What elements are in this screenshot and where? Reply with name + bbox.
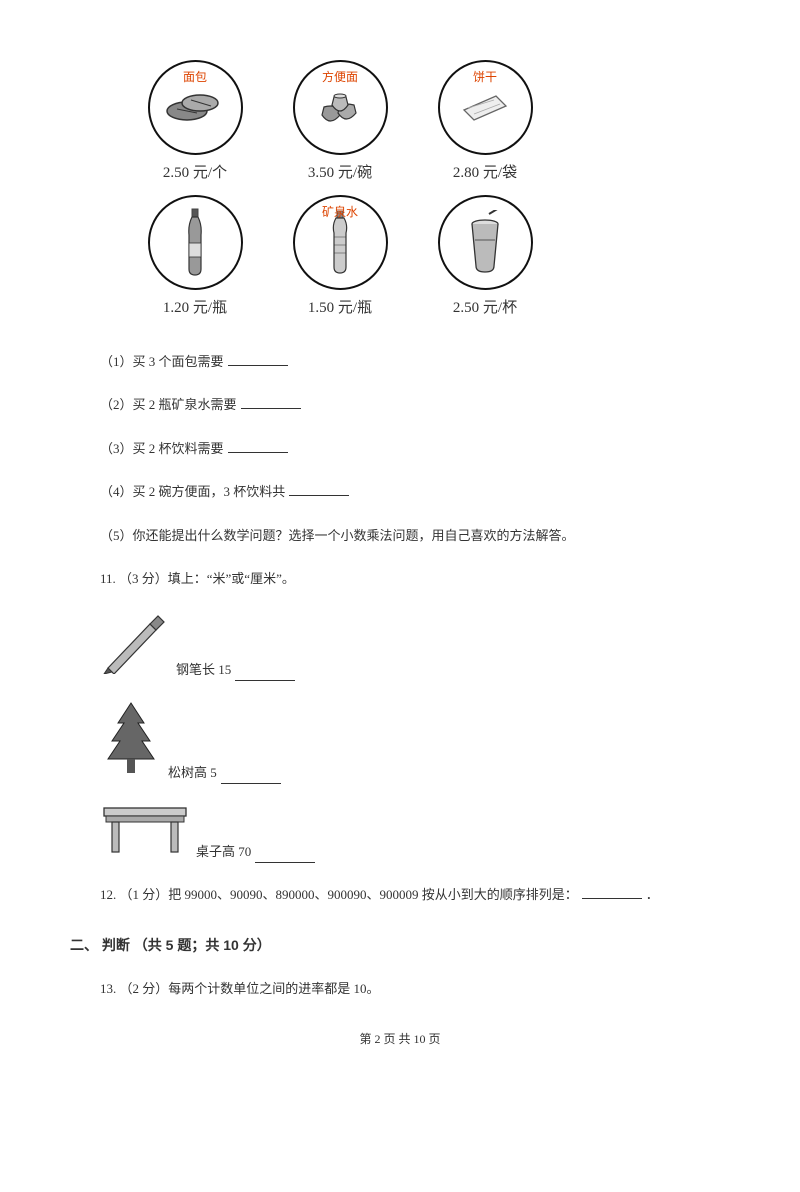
product-cracker: 饼干 2.80 元/袋 <box>420 60 550 185</box>
item-pen: 钢笔长 15 <box>100 610 710 681</box>
product-price: 1.20 元/瓶 <box>163 296 227 320</box>
answer-blank[interactable] <box>228 365 288 366</box>
item-text: 桌子高 70 <box>196 842 251 863</box>
product-price: 2.80 元/袋 <box>453 161 517 185</box>
item-tree: 松树高 5 <box>100 699 710 784</box>
product-label: 方便面 <box>322 68 358 87</box>
product-label: 饼干 <box>473 68 497 87</box>
pen-icon <box>100 610 170 674</box>
page-footer: 第 2 页 共 10 页 <box>90 1030 710 1049</box>
answer-blank[interactable] <box>228 452 288 453</box>
product-bottle1: 1.20 元/瓶 <box>130 195 260 320</box>
product-cup: 2.50 元/杯 <box>420 195 550 320</box>
item-desk: 桌子高 70 <box>100 802 710 863</box>
sub-question-5: （5）你还能提出什么数学问题？选择一个小数乘法问题，用自己喜欢的方法解答。 <box>100 524 710 547</box>
product-price: 1.50 元/瓶 <box>308 296 372 320</box>
question-13: 13. （2 分）每两个计数单位之间的进率都是 10。 <box>100 977 710 1000</box>
question-12: 12. （1 分）把 99000、90090、890000、900090、900… <box>100 883 710 906</box>
cracker-icon <box>456 90 514 126</box>
question-11: 11. （3 分）填上：“米”或“厘米”。 <box>100 567 710 590</box>
answer-blank[interactable] <box>241 408 301 409</box>
product-price: 2.50 元/个 <box>163 161 227 185</box>
noodles-icon <box>310 87 370 129</box>
answer-blank[interactable] <box>289 495 349 496</box>
sub-question-3: （3）买 2 杯饮料需要 <box>100 437 710 460</box>
sub-question-1: （1）买 3 个面包需要 <box>100 350 710 373</box>
sub-question-4: （4）买 2 碗方便面，3 杯饮料共 <box>100 480 710 503</box>
bottle-icon <box>180 207 210 279</box>
item-text: 松树高 5 <box>168 763 217 784</box>
desk-icon <box>100 802 190 856</box>
product-noodles: 方便面 3.50 元/碗 <box>275 60 405 185</box>
product-label: 矿泉水 <box>322 203 358 222</box>
section-heading: 二、 判断 （共 5 题；共 10 分） <box>70 934 710 956</box>
product-water: 矿泉水 1.50 元/瓶 <box>275 195 405 320</box>
bread-icon <box>165 89 225 127</box>
cup-icon <box>465 210 505 276</box>
product-price: 3.50 元/碗 <box>308 161 372 185</box>
answer-blank[interactable] <box>235 680 295 681</box>
item-text: 钢笔长 15 <box>176 660 231 681</box>
tree-icon <box>100 699 162 777</box>
product-label: 面包 <box>183 68 207 87</box>
sub-question-2: （2）买 2 瓶矿泉水需要 <box>100 393 710 416</box>
product-price: 2.50 元/杯 <box>453 296 517 320</box>
answer-blank[interactable] <box>582 898 642 899</box>
product-bread: 面包 2.50 元/个 <box>130 60 260 185</box>
answer-blank[interactable] <box>221 783 281 784</box>
answer-blank[interactable] <box>255 862 315 863</box>
product-grid: 面包 2.50 元/个 方便面 3.50 元/碗 饼干 <box>130 60 710 320</box>
